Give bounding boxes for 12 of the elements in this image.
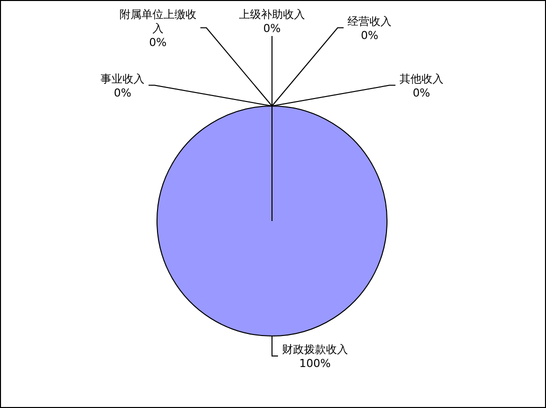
category-label: 其他收入 — [399, 72, 444, 86]
category-label: 事业收入 — [100, 72, 145, 86]
text: 0% — [114, 86, 132, 100]
text: 0% — [412, 86, 430, 100]
text: 0% — [360, 28, 378, 42]
category-label: 上级补助收入 — [239, 8, 305, 21]
text: 0% — [149, 36, 167, 49]
text: 0% — [263, 22, 281, 35]
slice-label: 财政拨款收入 — [282, 343, 348, 356]
category-label: 经营收入 — [348, 14, 392, 28]
data-label: 100% — [299, 357, 331, 370]
category-label: 附属单位上缴收入 — [119, 8, 196, 35]
